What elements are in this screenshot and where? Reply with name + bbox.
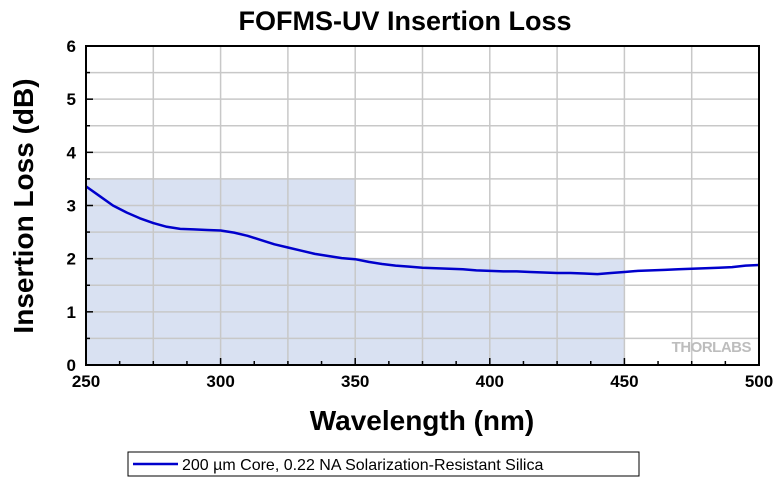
x-tick-label: 500	[745, 372, 773, 391]
y-tick-label: 5	[67, 90, 76, 109]
y-tick-label: 3	[67, 197, 76, 216]
legend-box	[127, 451, 640, 477]
y-tick-label: 0	[67, 356, 76, 375]
x-tick-label: 300	[206, 372, 234, 391]
y-tick-label: 1	[67, 303, 76, 322]
x-tick-label: 400	[476, 372, 504, 391]
legend-label: 200 µm Core, 0.22 NA Solarization-Resist…	[182, 457, 543, 474]
axis-ticks	[85, 45, 760, 366]
x-tick-labels: 250 300 350 400 450 500	[72, 372, 773, 391]
y-tick-label: 4	[67, 143, 77, 162]
x-tick-label: 450	[610, 372, 638, 391]
y-tick-labels: 0 1 2 3 4 5 6	[67, 37, 77, 375]
legend: 200 µm Core, 0.22 NA Solarization-Resist…	[127, 451, 640, 477]
x-tick-label: 250	[72, 372, 100, 391]
y-tick-label: 2	[67, 250, 76, 269]
series-layer	[85, 185, 760, 276]
thorlabs-watermark: THORLABS	[672, 339, 752, 356]
y-axis-title: Insertion Loss (dB)	[8, 78, 39, 333]
series-line	[85, 185, 760, 276]
grid	[86, 46, 759, 365]
x-axis-title: Wavelength (nm)	[310, 405, 535, 436]
y-tick-label: 6	[67, 37, 76, 56]
chart-title: FOFMS-UV Insertion Loss	[238, 6, 571, 36]
x-tick-label: 350	[341, 372, 369, 391]
